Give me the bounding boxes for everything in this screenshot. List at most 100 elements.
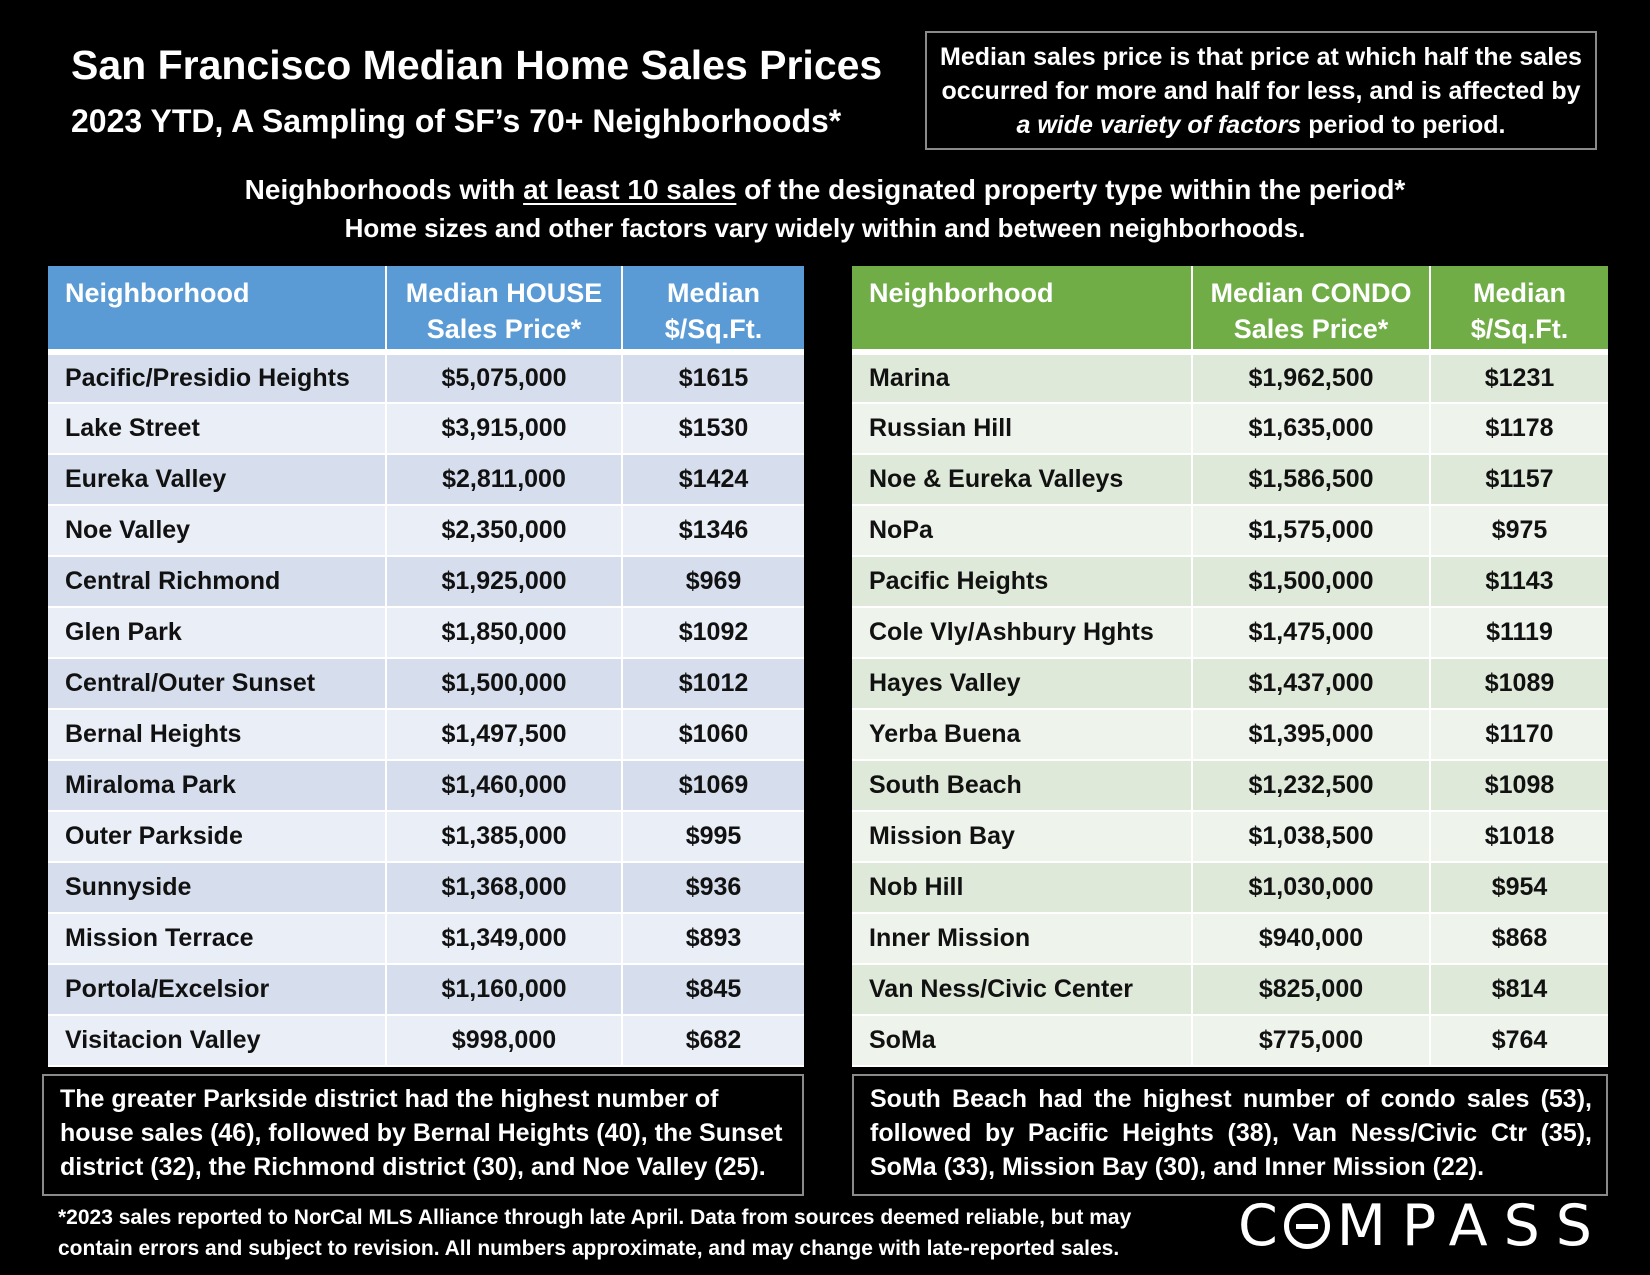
definition-line-3: a wide variety of factors period to peri… — [1017, 108, 1506, 142]
price-cell: $2,350,000 — [386, 505, 623, 557]
price-cell: $1,500,000 — [1192, 556, 1431, 608]
table-row: Nob Hill $1,030,000 $954 — [852, 862, 1608, 914]
table-row: Central Richmond $1,925,000 $969 — [48, 556, 804, 608]
neighborhood-cell: Mission Bay — [852, 811, 1193, 863]
psf-cell: $1143 — [1430, 556, 1608, 608]
table-row: Hayes Valley $1,437,000 $1089 — [852, 658, 1608, 710]
price-cell: $1,385,000 — [386, 811, 623, 863]
table-row: Yerba Buena $1,395,000 $1170 — [852, 709, 1608, 761]
table-row: Sunnyside $1,368,000 $936 — [48, 862, 804, 914]
psf-cell: $1157 — [1430, 454, 1608, 506]
header-label: Median HOUSE — [405, 278, 603, 308]
table-row: SoMa $775,000 $764 — [852, 1015, 1608, 1067]
price-cell: $825,000 — [1192, 964, 1431, 1016]
neighborhood-cell: Glen Park — [48, 607, 387, 659]
header-label: Sales Price* — [1233, 314, 1389, 344]
criteria-line-1: Neighborhoods with at least 10 sales of … — [0, 171, 1650, 209]
table-row: Van Ness/Civic Center $825,000 $814 — [852, 964, 1608, 1016]
table-row: Noe Valley $2,350,000 $1346 — [48, 505, 804, 557]
neighborhood-cell: Mission Terrace — [48, 913, 387, 965]
price-cell: $1,368,000 — [386, 862, 623, 914]
price-cell: $1,475,000 — [1192, 607, 1431, 659]
table-row: Outer Parkside $1,385,000 $995 — [48, 811, 804, 863]
neighborhood-cell: South Beach — [852, 760, 1193, 812]
table-row: Miraloma Park $1,460,000 $1069 — [48, 760, 804, 812]
header-label: $/Sq.Ft. — [1470, 314, 1569, 344]
psf-cell: $1098 — [1430, 760, 1608, 812]
price-cell: $1,497,500 — [386, 709, 623, 761]
price-cell: $1,437,000 — [1192, 658, 1431, 710]
psf-cell: $1170 — [1430, 709, 1608, 761]
neighborhood-cell: Noe & Eureka Valleys — [852, 454, 1193, 506]
psf-cell: $1119 — [1430, 607, 1608, 659]
psf-cell: $1530 — [622, 403, 804, 455]
table-row: Marina $1,962,500 $1231 — [852, 352, 1608, 404]
table-row: Mission Terrace $1,349,000 $893 — [48, 913, 804, 965]
psf-cell: $1424 — [622, 454, 804, 506]
house-col-psf: Median $/Sq.Ft. — [622, 266, 804, 355]
table-row: Cole Vly/Ashbury Hghts $1,475,000 $1119 — [852, 607, 1608, 659]
price-cell: $1,962,500 — [1192, 352, 1431, 404]
psf-cell: $1012 — [622, 658, 804, 710]
neighborhood-cell: Sunnyside — [48, 862, 387, 914]
condo-col-psf: Median $/Sq.Ft. — [1430, 266, 1608, 355]
neighborhood-cell: Van Ness/Civic Center — [852, 964, 1193, 1016]
price-cell: $1,030,000 — [1192, 862, 1431, 914]
price-cell: $1,232,500 — [1192, 760, 1431, 812]
price-cell: $1,460,000 — [386, 760, 623, 812]
house-col-price: Median HOUSE Sales Price* — [386, 266, 623, 355]
price-cell: $1,395,000 — [1192, 709, 1431, 761]
house-prices-table: Neighborhood Median HOUSE Sales Price* Me… — [48, 266, 804, 1067]
psf-cell: $893 — [622, 913, 804, 965]
psf-cell: $936 — [622, 862, 804, 914]
source-footnote: *2023 sales reported to NorCal MLS Allia… — [58, 1202, 1208, 1264]
condo-sales-note: South Beach had the highest number of co… — [852, 1074, 1608, 1196]
table-row: Lake Street $3,915,000 $1530 — [48, 403, 804, 455]
price-cell: $3,915,000 — [386, 403, 623, 455]
neighborhood-cell: Outer Parkside — [48, 811, 387, 863]
definition-emphasis: a wide variety of factors — [1016, 110, 1302, 139]
psf-cell: $1092 — [622, 607, 804, 659]
psf-cell: $954 — [1430, 862, 1608, 914]
table-row: Inner Mission $940,000 $868 — [852, 913, 1608, 965]
median-definition-box: Median sales price is that price at whic… — [925, 31, 1597, 150]
table-row: Central/Outer Sunset $1,500,000 $1012 — [48, 658, 804, 710]
neighborhood-cell: Visitacion Valley — [48, 1015, 387, 1067]
criteria-line-2: Home sizes and other factors vary widely… — [344, 213, 1306, 243]
price-cell: $998,000 — [386, 1015, 623, 1067]
psf-cell: $975 — [1430, 505, 1608, 557]
table-row: Pacific/Presidio Heights $5,075,000 $1615 — [48, 352, 804, 404]
table-row: NoPa $1,575,000 $975 — [852, 505, 1608, 557]
price-cell: $1,925,000 — [386, 556, 623, 608]
page-title: San Francisco Median Home Sales Prices — [71, 42, 883, 88]
table-row: Eureka Valley $2,811,000 $1424 — [48, 454, 804, 506]
neighborhood-cell: Yerba Buena — [852, 709, 1193, 761]
table-row: Noe & Eureka Valleys $1,586,500 $1157 — [852, 454, 1608, 506]
psf-cell: $1060 — [622, 709, 804, 761]
neighborhood-cell: Portola/Excelsior — [48, 964, 387, 1016]
table-row: Visitacion Valley $998,000 $682 — [48, 1015, 804, 1067]
psf-cell: $1231 — [1430, 352, 1608, 404]
neighborhood-cell: Bernal Heights — [48, 709, 387, 761]
condo-col-neighborhood: Neighborhood — [852, 266, 1193, 355]
price-cell: $1,038,500 — [1192, 811, 1431, 863]
footnote-line-2: contain errors and subject to revision. … — [58, 1237, 1120, 1260]
neighborhood-cell: Hayes Valley — [852, 658, 1193, 710]
neighborhood-cell: Eureka Valley — [48, 454, 387, 506]
criteria-text-b: of the designated property type within t… — [736, 174, 1406, 205]
psf-cell: $969 — [622, 556, 804, 608]
condo-col-price: Median CONDO Sales Price* — [1192, 266, 1431, 355]
neighborhood-cell: NoPa — [852, 505, 1193, 557]
neighborhood-cell: Lake Street — [48, 403, 387, 455]
neighborhood-cell: Noe Valley — [48, 505, 387, 557]
psf-cell: $1018 — [1430, 811, 1608, 863]
table-row: Russian Hill $1,635,000 $1178 — [852, 403, 1608, 455]
psf-cell: $764 — [1430, 1015, 1608, 1067]
page-subtitle: 2023 YTD, A Sampling of SF’s 70+ Neighbo… — [71, 103, 842, 139]
header-label: Neighborhood — [869, 278, 1054, 308]
psf-cell: $1069 — [622, 760, 804, 812]
psf-cell: $1178 — [1430, 403, 1608, 455]
condo-prices-table: Neighborhood Median CONDO Sales Price* Me… — [852, 266, 1608, 1067]
neighborhood-cell: Cole Vly/Ashbury Hghts — [852, 607, 1193, 659]
psf-cell: $1346 — [622, 505, 804, 557]
